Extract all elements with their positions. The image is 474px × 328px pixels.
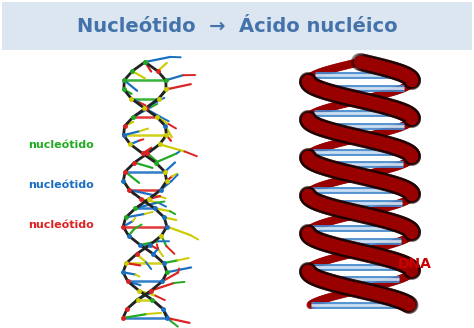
FancyBboxPatch shape — [2, 2, 472, 50]
Text: nucleótido: nucleótido — [28, 180, 94, 190]
Text: Nucleótido  →  Ácido nucléico: Nucleótido → Ácido nucléico — [77, 16, 397, 35]
Text: nucleótido: nucleótido — [28, 140, 94, 150]
Text: nucleótido: nucleótido — [28, 220, 94, 230]
Text: DNA: DNA — [398, 257, 432, 271]
